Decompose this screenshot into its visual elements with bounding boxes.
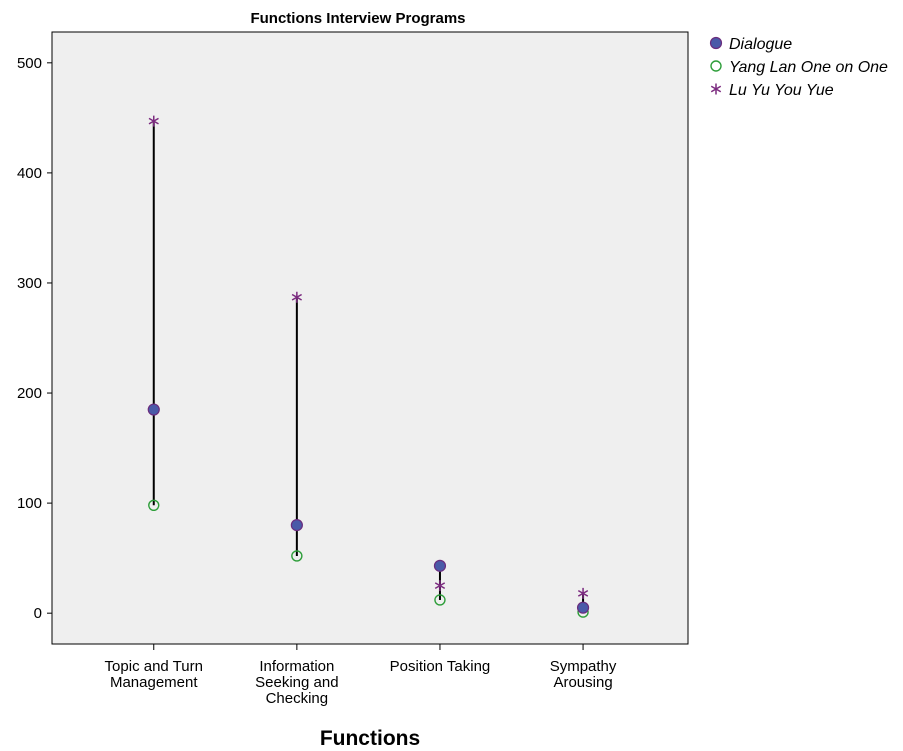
data-point [434,594,446,606]
x-tick-label-line: Information [259,658,334,675]
y-tick-label: 300 [17,275,42,292]
x-axis-label: Functions [320,727,420,750]
x-tick-label-line: Position Taking [390,658,491,675]
y-axis: 0 100 200 300 400 500 [17,55,52,622]
legend-marker [710,60,722,72]
x-axis: Topic and Turn Management Information Seeki… [105,644,617,707]
legend-label: Yang Lan One on One [729,59,888,76]
x-tick-label: Information Seeking and Checking [255,658,338,707]
x-tick-label: Sympathy Arousing [550,658,617,691]
y-tick-label: 100 [17,495,42,512]
data-point [434,580,446,592]
data-point [291,550,303,562]
y-tick-label: 400 [17,165,42,182]
data-point [576,601,590,614]
x-tick-label: Topic and Turn Management [105,658,203,691]
legend-marker [709,36,723,50]
x-tick-label-line: Checking [266,690,329,707]
x-tick-label-line: Topic and Turn [105,658,203,675]
legend-label: Lu Yu You Yue [729,82,834,99]
data-point [290,519,303,532]
y-tick-label: 200 [17,385,42,402]
x-tick-label-line: Sympathy [550,658,617,675]
data-point [291,291,302,303]
data-point [577,587,589,599]
data-point [433,559,447,572]
y-tick-label: 500 [17,55,42,72]
x-tick-label-line: Seeking and [255,674,338,691]
x-tick-label: Position Taking [390,658,491,675]
markers [147,115,590,618]
y-tick-label: 0 [34,605,42,622]
legend-marker [710,83,722,95]
legend: Dialogue Yang Lan One on One Lu Yu You Yue [709,36,888,99]
x-tick-label-line: Management [110,674,198,691]
data-point [148,499,160,512]
x-tick-label-line: Arousing [553,674,612,691]
plot-area [51,31,689,645]
chart-title: Functions Interview Programs [250,10,465,27]
data-point [147,403,160,416]
data-point [148,115,159,127]
legend-label: Dialogue [729,36,792,53]
